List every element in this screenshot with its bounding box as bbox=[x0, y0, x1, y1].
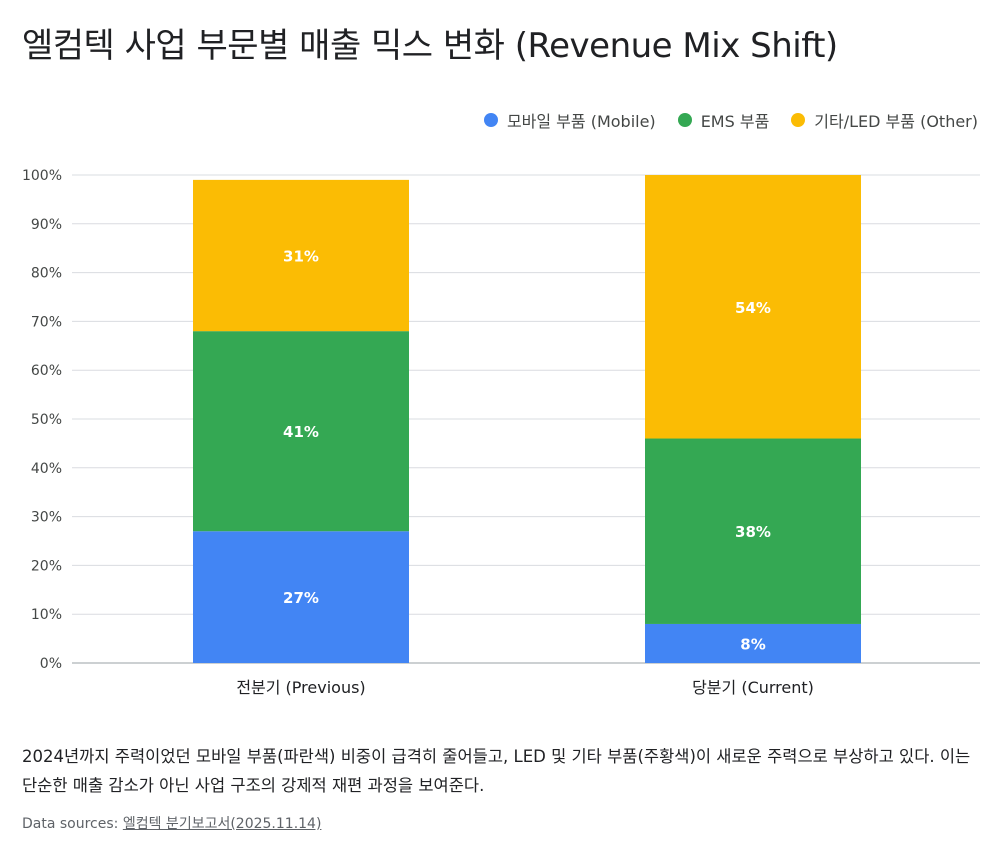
y-tick-label: 40% bbox=[31, 461, 62, 477]
y-tick-label: 0% bbox=[40, 656, 62, 672]
bar-segment bbox=[645, 623, 861, 663]
legend-label-ems: EMS 부품 bbox=[700, 112, 770, 131]
data-label: 41% bbox=[283, 423, 319, 441]
legend-item-ems[interactable]: EMS 부품 bbox=[677, 108, 770, 132]
chart-description: 2024년까지 주력이었던 모바일 부품(파란색) 비중이 급격히 줄어들고, … bbox=[22, 747, 971, 795]
stacked-bar-chart: 0% 10% 20% 30% 40% 50% 60% 70% 80% 90% 100% 27% 41% 3… bbox=[22, 168, 980, 697]
y-tick-label: 20% bbox=[31, 558, 62, 574]
bar-segment bbox=[193, 531, 409, 663]
y-tick-label: 30% bbox=[31, 510, 62, 526]
y-tick-label: 60% bbox=[31, 363, 62, 379]
chart-title: 엘컴텍 사업 부문별 매출 믹스 변화 (Revenue Mix Shift) bbox=[22, 26, 838, 66]
data-label: 38% bbox=[735, 523, 771, 541]
data-label: 31% bbox=[283, 248, 319, 266]
legend-item-other[interactable]: 기타/LED 부품 (Other) bbox=[791, 108, 978, 132]
data-label: 54% bbox=[735, 299, 771, 317]
bar-segment bbox=[193, 179, 409, 332]
y-tick-label: 80% bbox=[31, 266, 62, 282]
bar-segment bbox=[645, 438, 861, 624]
data-sources: Data sources: 엘컴텍 분기보고서(2025.11.14) bbox=[22, 813, 321, 833]
data-label: 8% bbox=[740, 635, 765, 653]
bar-segment bbox=[193, 331, 409, 532]
legend-swatch-ems bbox=[677, 113, 692, 127]
y-tick-label: 100% bbox=[22, 168, 62, 184]
x-tick-label: 전분기 (Previous) bbox=[236, 678, 365, 697]
legend-item-mobile[interactable]: 모바일 부품 (Mobile) bbox=[483, 108, 656, 132]
y-tick-label: 50% bbox=[31, 412, 62, 428]
sources-prefix: Data sources: bbox=[22, 816, 119, 832]
x-tick-label: 당분기 (Current) bbox=[692, 678, 814, 697]
y-tick-label: 70% bbox=[31, 314, 62, 330]
legend-swatch-mobile bbox=[483, 113, 498, 127]
data-label: 27% bbox=[283, 589, 319, 607]
legend-label-other: 기타/LED 부품 (Other) bbox=[814, 112, 978, 131]
y-tick-label: 10% bbox=[31, 607, 62, 623]
chart-legend: 모바일 부품 (Mobile) EMS 부품 기타/LED 부품 (Other) bbox=[483, 108, 978, 132]
y-tick-label: 90% bbox=[31, 217, 62, 233]
legend-label-mobile: 모바일 부품 (Mobile) bbox=[506, 112, 656, 131]
legend-swatch-other bbox=[791, 113, 806, 127]
sources-link[interactable]: 엘컴텍 분기보고서(2025.11.14) bbox=[122, 816, 322, 832]
bar-segment bbox=[645, 175, 861, 439]
